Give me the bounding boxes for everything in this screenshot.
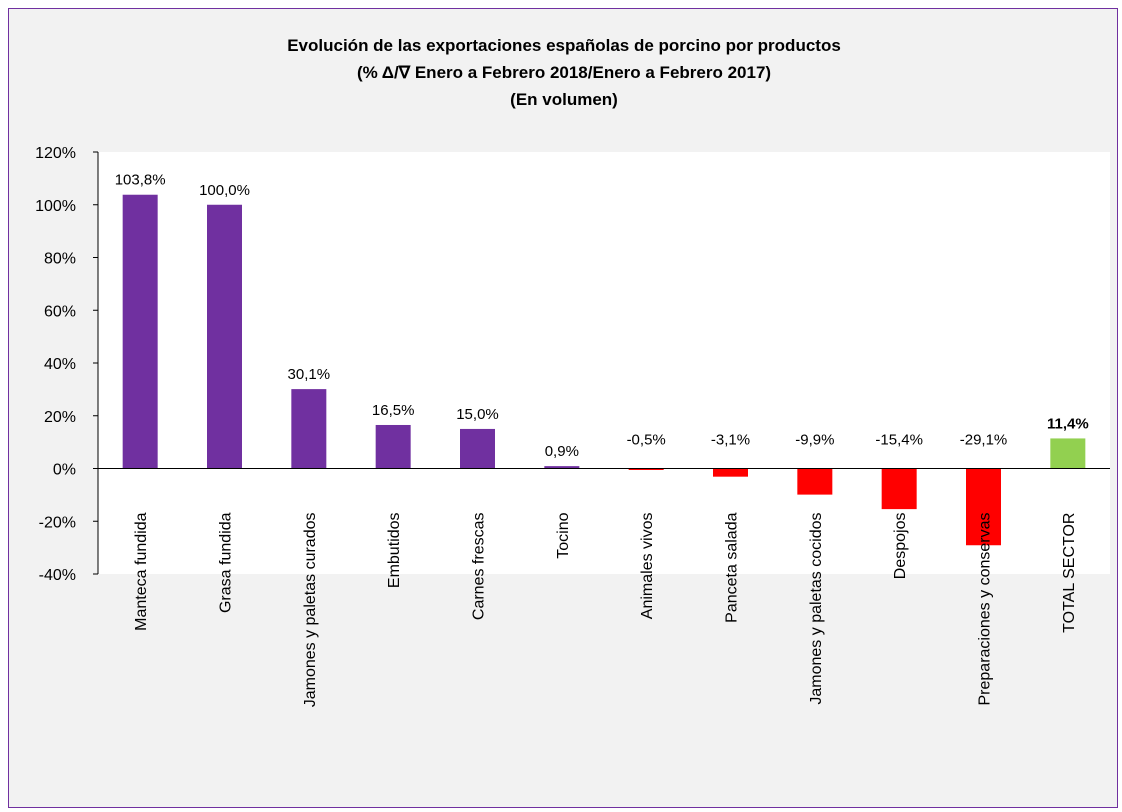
category-label: Carnes frescas bbox=[471, 513, 488, 621]
bar bbox=[713, 468, 748, 477]
category-label: Manteca fundida bbox=[133, 512, 150, 630]
y-tick-label: 120% bbox=[35, 145, 76, 162]
bar bbox=[460, 428, 495, 469]
category-label: TOTAL SECTOR bbox=[1061, 513, 1078, 633]
bar bbox=[122, 194, 158, 469]
bar bbox=[628, 468, 664, 470]
bar bbox=[966, 468, 1001, 546]
chart-title-line-1: Evolución de las exportaciones españolas… bbox=[287, 36, 841, 55]
data-label: 103,8% bbox=[115, 172, 166, 189]
bar bbox=[1050, 438, 1086, 469]
bars bbox=[98, 194, 1110, 546]
category-label: Grasa fundida bbox=[218, 512, 235, 613]
category-label: Tocino bbox=[555, 512, 572, 558]
chart-title-line-2: (% Δ/∇ Enero a Febrero 2018/Enero a Febr… bbox=[357, 63, 771, 82]
y-tick-label: 100% bbox=[35, 198, 76, 215]
bar bbox=[375, 424, 411, 469]
data-label: -3,1% bbox=[711, 432, 750, 449]
y-tick-label: -40% bbox=[39, 567, 76, 584]
data-label: 15,0% bbox=[456, 406, 499, 423]
bar bbox=[544, 466, 580, 469]
plot-area bbox=[98, 152, 1110, 574]
y-axis: 120% 100% 80% 60% 40% 20% 0% -20% -40% bbox=[35, 145, 99, 584]
category-label: Jamones y paletas curados bbox=[302, 513, 319, 708]
data-label: 16,5% bbox=[372, 402, 415, 419]
category-label: Preparaciones y conservas bbox=[977, 513, 994, 706]
category-labels: Manteca fundida Grasa fundida Jamones y pa… bbox=[133, 512, 1078, 707]
data-label: 100,0% bbox=[199, 182, 250, 199]
category-label: Jamones y paletas cocidos bbox=[808, 513, 825, 705]
data-label: 30,1% bbox=[288, 366, 331, 383]
data-label: -9,9% bbox=[795, 432, 834, 449]
category-label: Panceta salada bbox=[724, 512, 741, 622]
chart-frame: Evolución de las exportaciones españolas… bbox=[8, 8, 1118, 808]
bar bbox=[797, 468, 833, 495]
data-label: 0,9% bbox=[545, 443, 579, 460]
chart-title-line-3: (En volumen) bbox=[510, 90, 618, 109]
data-labels: 103,8% 100,0% 30,1% 16,5% 15,0% 0,9% -0,5% -3,1… bbox=[115, 172, 1089, 460]
y-tick-label: -20% bbox=[39, 514, 76, 531]
bar bbox=[291, 389, 327, 469]
data-label: -15,4% bbox=[875, 432, 923, 449]
category-label: Animales vivos bbox=[639, 513, 656, 620]
chart-title: Evolución de las exportaciones españolas… bbox=[287, 36, 841, 109]
category-label: Despojos bbox=[892, 513, 909, 580]
bar bbox=[881, 468, 917, 510]
y-tick-label: 20% bbox=[44, 409, 76, 426]
bar-chart: Evolución de las exportaciones españolas… bbox=[35, 36, 1110, 707]
data-label: -29,1% bbox=[960, 432, 1008, 449]
data-label: -0,5% bbox=[627, 432, 666, 449]
y-tick-label: 0% bbox=[53, 462, 76, 479]
bar bbox=[207, 204, 242, 469]
category-label: Embutidos bbox=[386, 513, 403, 589]
y-tick-label: 60% bbox=[44, 303, 76, 320]
y-tick-label: 40% bbox=[44, 356, 76, 373]
data-label: 11,4% bbox=[1047, 415, 1089, 432]
y-tick-label: 80% bbox=[44, 251, 76, 268]
